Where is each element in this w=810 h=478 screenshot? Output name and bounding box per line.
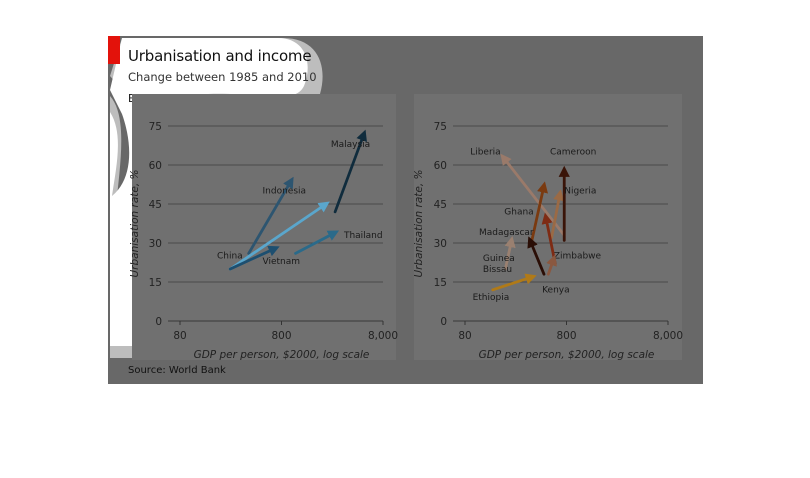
series-arrow-guinea-bissau [503,236,516,271]
y-tick-label: 60 [149,160,162,172]
series-arrow-thailand [294,230,340,255]
series-label-cameroon: Cameroon [550,148,596,158]
series-label-nigeria: Nigeria [564,187,596,197]
x-axis-label: GDP per person, $2000, log scale [479,349,655,361]
y-tick-label: 30 [434,238,447,250]
series-arrow-china [228,201,330,271]
series-arrow-ghana [529,181,548,245]
series-arrow-vietnam [228,245,280,271]
y-tick-label: 75 [149,121,162,133]
x-tick-label: 8,000 [368,330,398,342]
y-tick-label: 0 [440,316,447,328]
y-tick-label: 0 [155,316,162,328]
y-tick-label: 30 [149,238,162,250]
chart-title: Urbanisation and income [128,47,312,65]
series-label-liberia: Liberia [470,148,500,158]
series-arrow-madagascar [527,236,546,276]
x-tick-label: 80 [173,330,186,342]
x-tick-label: 8,000 [653,330,683,342]
series-label-vietnam: Vietnam [263,257,301,267]
series-arrow-ethiopia [491,273,537,292]
brand-red-tab [108,36,120,64]
series-arrow-cameroon [550,189,565,240]
source-note: Source: World Bank [128,365,226,376]
series-arrow-malaysia [333,129,367,214]
y-axis-label: Urbanisation rate, % [129,169,141,277]
y-tick-label: 75 [434,121,447,133]
y-tick-label: 45 [434,199,447,211]
chart-subtitle: Change between 1985 and 2010 [128,70,317,84]
series-label-malaysia: Malaysia [331,140,370,150]
y-tick-label: 15 [434,277,447,289]
series-label-ethiopia: Ethiopia [473,293,510,303]
series-label-ghana: Ghana [504,207,533,217]
series-label-zimbabwe: Zimbabwe [554,252,602,262]
series-label-thailand: Thailand [343,231,383,241]
series-arrow-kenya [546,254,557,276]
x-tick-label: 800 [271,330,291,342]
series-arrow-indonesia [247,176,294,255]
y-axis-label: Urbanisation rate, % [413,169,425,277]
series-label-indonesia: Indonesia [263,187,307,197]
series-label-kenya: Kenya [542,285,570,295]
series-label-madagascar: Madagascar [479,228,534,238]
series-label-guinea-bissau: Guinea Bissau [483,254,515,275]
y-tick-label: 60 [434,160,447,172]
y-tick-label: 45 [149,199,162,211]
series-label-china: China [217,252,243,262]
x-axis-label: GDP per person, $2000, log scale [194,349,370,361]
x-tick-label: 80 [458,330,471,342]
x-tick-label: 800 [556,330,576,342]
y-tick-label: 15 [149,277,162,289]
